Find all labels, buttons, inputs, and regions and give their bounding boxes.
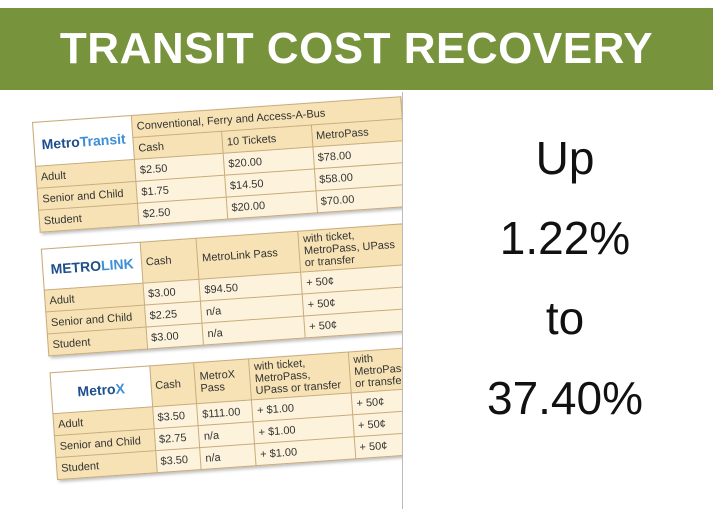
logo-text: METRO bbox=[50, 257, 102, 278]
cell: + 50¢ bbox=[352, 409, 402, 437]
logo-text: LINK bbox=[100, 255, 135, 274]
logo-text: X bbox=[114, 380, 126, 397]
logo: MetroTransit bbox=[32, 115, 135, 167]
column-header: with ticket, MetroPass, UPass or transfe… bbox=[298, 223, 402, 273]
statement-line: to bbox=[545, 292, 585, 344]
logo-text: Metro bbox=[41, 133, 81, 152]
fare-table: METROLINK Cash MetroLink Pass with ticket, … bbox=[40, 222, 402, 357]
cell: $3.50 bbox=[155, 447, 202, 473]
statement-line: 37.40% bbox=[486, 372, 643, 424]
column-header: Cash bbox=[139, 238, 200, 284]
column-header: MetroX Pass bbox=[194, 358, 252, 404]
logo-text: Metro bbox=[76, 380, 117, 400]
cell: n/a bbox=[200, 443, 257, 470]
logo: MetroX bbox=[50, 365, 153, 414]
column-header: with ticket, MetroPass, UPass or transfe… bbox=[248, 351, 352, 400]
column-header: Cash bbox=[149, 362, 198, 407]
logo-text: Transit bbox=[79, 130, 127, 150]
fare-table: MetroX Cash MetroX Pass with ticket, MetroP… bbox=[49, 346, 402, 481]
fare-image: MetroTransit Conventional, Ferry and Acce… bbox=[20, 92, 403, 509]
cell: $3.50 bbox=[152, 403, 199, 429]
statement: Up 1.22% to 37.40% bbox=[430, 118, 700, 438]
cell: + 50¢ bbox=[354, 431, 402, 459]
column-header: MetroLink Pass bbox=[196, 231, 301, 280]
cell: $2.50 bbox=[137, 197, 228, 226]
cell: $2.75 bbox=[153, 425, 201, 451]
cell: $3.00 bbox=[145, 323, 204, 349]
statement-line: 1.22% bbox=[499, 212, 631, 264]
statement-line: Up bbox=[535, 132, 595, 184]
header-title: TRANSIT COST RECOVERY bbox=[0, 8, 713, 90]
fare-table: MetroTransit Conventional, Ferry and Acce… bbox=[32, 96, 402, 233]
logo: METROLINK bbox=[41, 242, 143, 291]
column-header: with MetroPass or transfer bbox=[348, 347, 402, 393]
fare-tables: MetroTransit Conventional, Ferry and Acce… bbox=[32, 96, 402, 496]
